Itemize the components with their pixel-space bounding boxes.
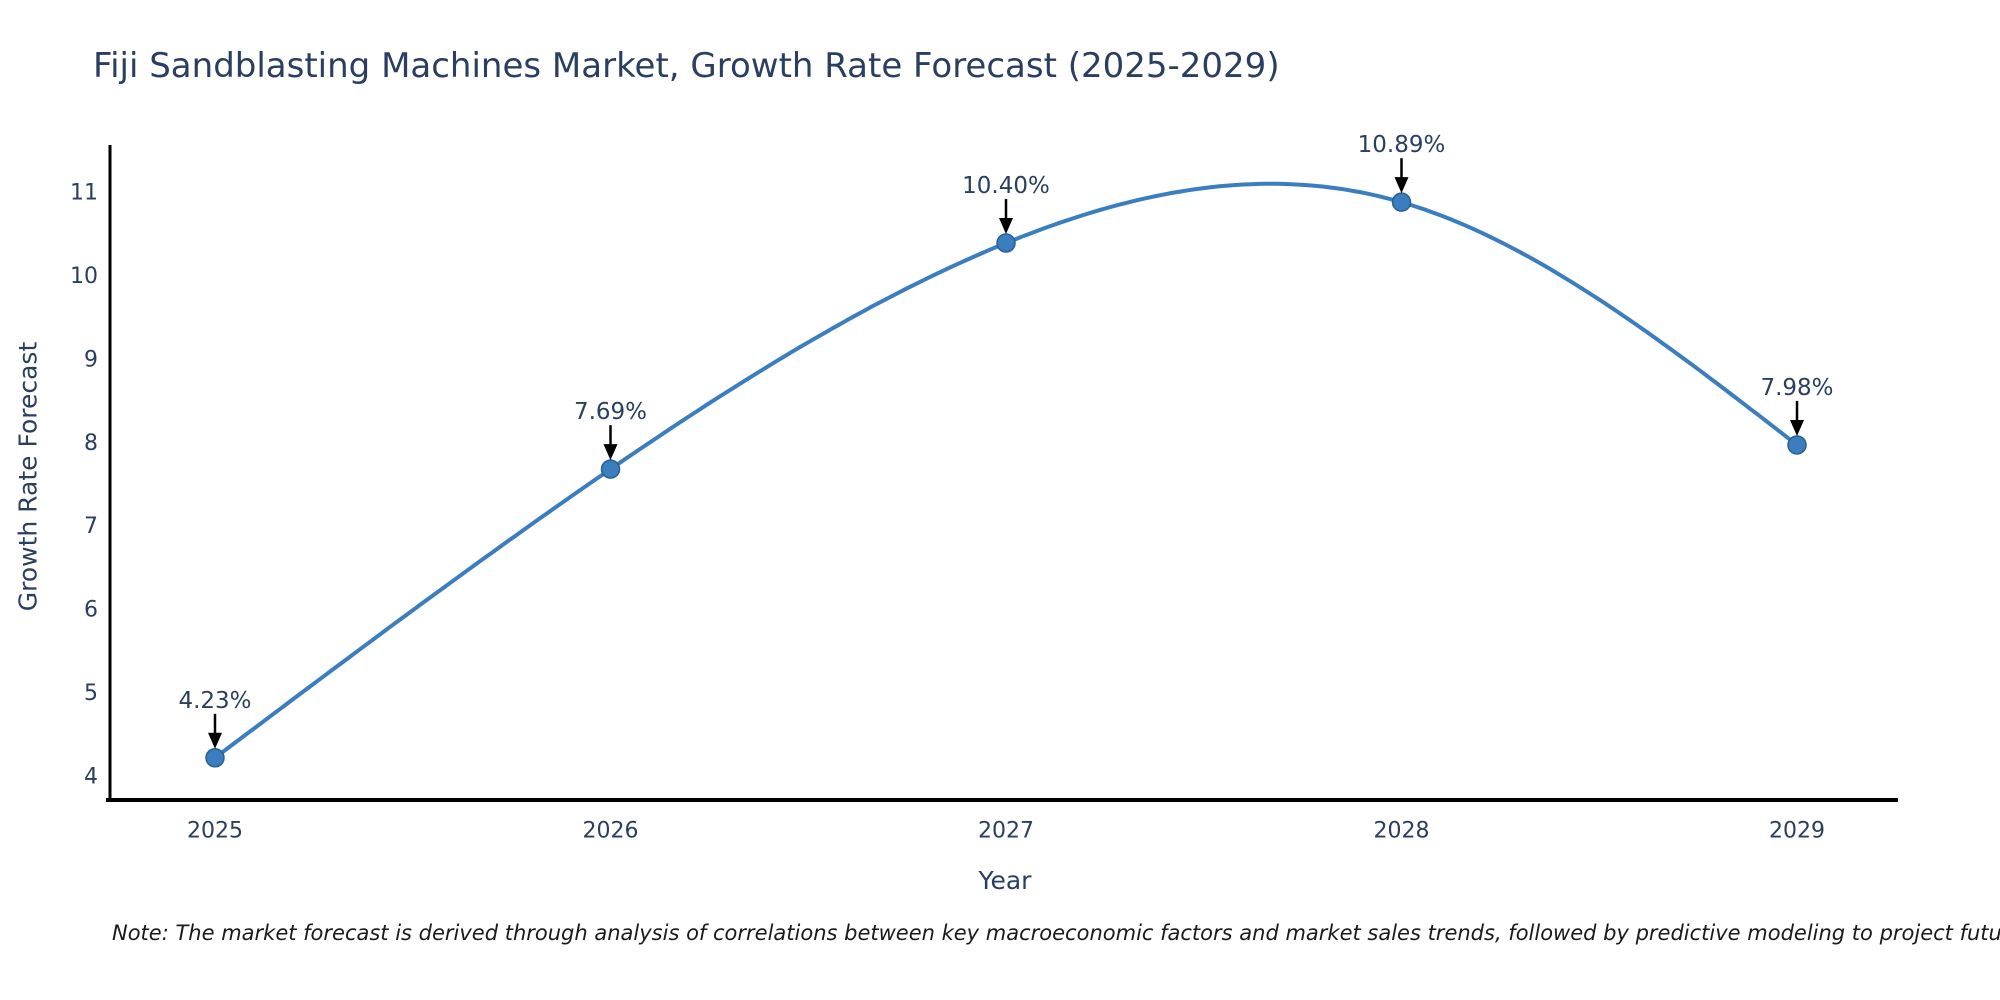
y-tick-label: 8 xyxy=(84,431,98,456)
y-tick-label: 5 xyxy=(84,681,98,706)
data-point-label: 10.40% xyxy=(962,173,1050,199)
y-tick-label: 9 xyxy=(84,347,98,372)
x-tick-label: 2027 xyxy=(978,819,1034,844)
data-point-label: 7.69% xyxy=(574,399,647,425)
y-tick-label: 6 xyxy=(84,598,98,623)
x-tick-label: 2026 xyxy=(583,819,639,844)
data-point-label: 10.89% xyxy=(1358,132,1446,158)
x-tick-label: 2028 xyxy=(1374,819,1430,844)
data-point-marker xyxy=(600,459,621,479)
y-tick-label: 11 xyxy=(70,180,98,205)
data-point-label: 4.23% xyxy=(178,688,251,714)
x-tick-label: 2025 xyxy=(187,819,243,844)
data-point-label: 7.98% xyxy=(1760,375,1833,401)
x-tick-label: 2029 xyxy=(1769,819,1825,844)
footnote: Note: The market forecast is derived thr… xyxy=(112,921,2000,945)
data-point-marker xyxy=(205,748,225,768)
annotation-arrow-head xyxy=(1394,177,1409,194)
chart-title: Fiji Sandblasting Machines Market, Growt… xyxy=(93,46,1280,86)
data-point-marker xyxy=(1787,435,1807,455)
annotation-arrow-head xyxy=(208,732,222,749)
annotation-arrow-head xyxy=(999,218,1013,235)
y-tick-label: 4 xyxy=(84,765,98,790)
y-tick-label: 10 xyxy=(70,264,98,289)
annotation-arrow-head xyxy=(603,444,618,461)
x-axis-title: Year xyxy=(978,866,1032,895)
forecast-line xyxy=(213,181,1799,760)
y-tick-label: 7 xyxy=(84,514,98,539)
data-point-marker xyxy=(1391,192,1412,212)
annotation-arrow-head xyxy=(1790,419,1804,436)
data-point-marker xyxy=(996,233,1016,253)
